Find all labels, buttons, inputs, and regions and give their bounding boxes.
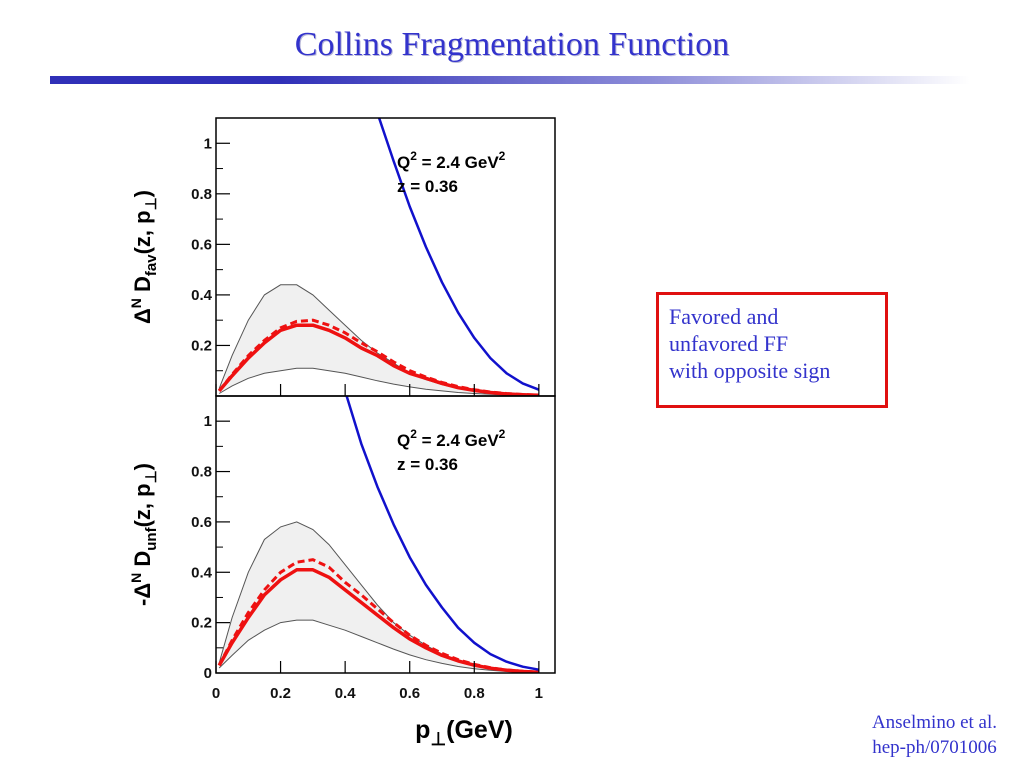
bottom-ytick-label: 0.8: [191, 464, 212, 481]
top-ytick-label: 0.6: [191, 236, 212, 253]
bottom-ytick-label: 0.4: [191, 564, 213, 581]
xlabel-perp: ⊥: [430, 729, 446, 749]
q2-unit-exponent: 2: [499, 427, 506, 441]
top-band-lower-edge: [218, 367, 539, 396]
bottom-ytick-label: 0.6: [191, 514, 212, 531]
xlabel-p: p: [415, 716, 430, 744]
bottom-band-lower-edge: [218, 619, 539, 673]
citation-arxiv: hep-ph/0701006: [872, 737, 997, 758]
citation: Anselmino et al. hep-ph/0701006: [872, 710, 997, 760]
bottom-xtick-label: 0.8: [464, 685, 485, 702]
ylabel-args: (z, p: [130, 210, 155, 254]
ylabel-perp: ⊥: [143, 197, 160, 210]
ylabel-close: ): [130, 190, 155, 197]
bottom-xtick-label: 1: [535, 685, 543, 702]
bottom-xtick-label: 0: [212, 685, 220, 702]
top-plot-area: [217, 118, 540, 396]
q2-unit-exponent: 2: [499, 149, 506, 163]
top-ytick-label: 1: [204, 135, 212, 152]
top-ytick-label: 0.4: [191, 287, 213, 304]
ylabel-sup: N: [128, 298, 144, 308]
q2-exponent: 2: [410, 427, 417, 441]
bottom-xtick-label: 0.2: [270, 685, 291, 702]
bottom-ytick-label: 1: [204, 413, 212, 430]
bottom-ytick-label: 0: [204, 665, 212, 682]
bottom-uncertainty-band: [219, 521, 539, 673]
q2-value: = 2.4 GeV: [417, 431, 499, 450]
top-z-annotation: z = 0.36: [397, 177, 458, 196]
note-line-3: with opposite sign: [669, 358, 831, 383]
top-ytick-label: 0.8: [191, 186, 212, 203]
note-line-2: unfavored FF: [669, 331, 789, 356]
bottom-dashed-curve: [217, 558, 539, 673]
top-ylabel: ΔN Dfav(z, p⊥): [128, 190, 160, 324]
bottom-q2-annotation: Q2 = 2.4 GeV2: [397, 427, 506, 450]
ylabel-sub: unf: [143, 526, 160, 550]
ylabel-d: D: [130, 551, 155, 573]
q2-value: = 2.4 GeV: [417, 153, 499, 172]
q2-exponent: 2: [410, 149, 417, 163]
ylabel-close: ): [130, 463, 155, 470]
bottom-xtick-label: 0.6: [399, 685, 420, 702]
bottom-ylabel: -ΔN Dunf(z, p⊥): [128, 463, 160, 606]
bottom-xlabel: p⊥(GeV): [415, 716, 513, 749]
bottom-frame: [215, 395, 556, 674]
bottom-plot-area: [217, 396, 540, 673]
ylabel-sub: fav: [143, 254, 160, 276]
citation-authors: Anselmino et al.: [871, 712, 997, 733]
ylabel-perp: ⊥: [143, 470, 160, 483]
slide-title: Collins Fragmentation Function: [294, 26, 730, 63]
ylabel-args: (z, p: [130, 483, 155, 527]
xlabel-unit: (GeV): [446, 716, 513, 744]
top-q2-annotation: Q2 = 2.4 GeV2: [397, 149, 506, 172]
note-line-1: Favored and: [669, 304, 779, 329]
ylabel-delta: -Δ: [130, 583, 155, 606]
ylabel-delta: Δ: [130, 308, 155, 324]
bottom-z-annotation: z = 0.36: [397, 455, 458, 474]
bottom-blue-curve: [345, 396, 540, 671]
bottom-xtick-label: 0.4: [335, 685, 357, 702]
q2-symbol: Q: [397, 153, 410, 172]
title-underline: [50, 76, 970, 84]
top-ytick-label: 0.2: [191, 337, 212, 354]
ylabel-d: D: [130, 276, 155, 298]
bottom-ytick-label: 0.2: [191, 615, 212, 632]
ylabel-sup: N: [128, 573, 144, 583]
note-box: Favored and unfavored FF with opposite s…: [656, 292, 888, 408]
top-blue-curve: [377, 118, 540, 391]
q2-symbol: Q: [397, 431, 410, 450]
top-dashed-curve: [218, 318, 539, 396]
